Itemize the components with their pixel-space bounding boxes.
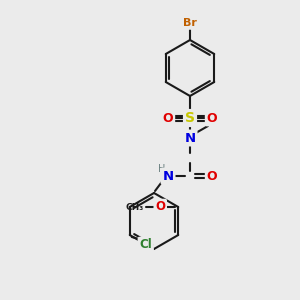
Text: S: S: [185, 111, 195, 125]
Text: O: O: [163, 112, 173, 124]
Text: O: O: [155, 200, 165, 214]
Text: H: H: [158, 164, 166, 174]
Text: CH₃: CH₃: [126, 202, 144, 211]
Text: N: N: [184, 131, 196, 145]
Text: Br: Br: [183, 18, 197, 28]
Text: N: N: [162, 169, 174, 182]
Text: O: O: [207, 169, 217, 182]
Text: O: O: [207, 112, 217, 124]
Text: Cl: Cl: [140, 238, 152, 251]
